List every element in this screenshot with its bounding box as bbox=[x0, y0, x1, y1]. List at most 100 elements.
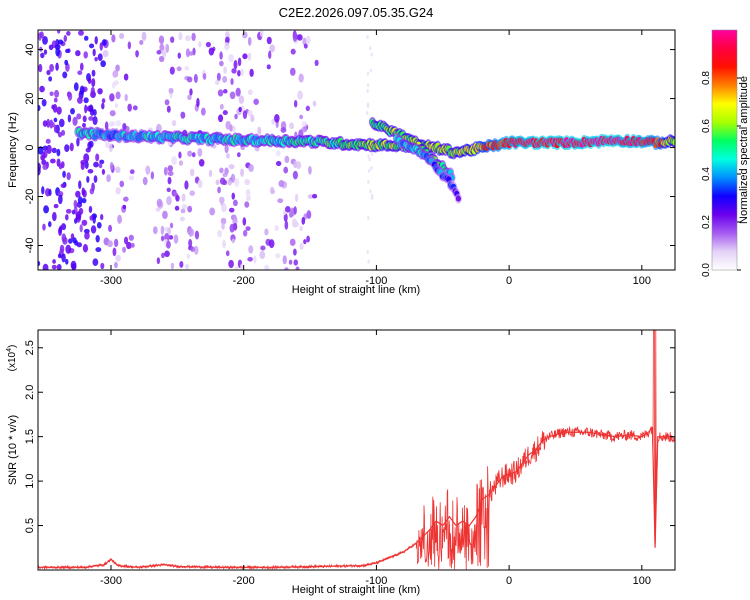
noise-cell bbox=[282, 255, 287, 265]
noise-cell bbox=[284, 220, 289, 230]
noise-cell bbox=[283, 166, 289, 174]
noise-cell bbox=[218, 114, 224, 123]
x-tick-label: -100 bbox=[365, 575, 387, 587]
noise-cell bbox=[81, 187, 85, 196]
noise-cell bbox=[41, 151, 46, 161]
spectrogram-heatmap bbox=[38, 30, 675, 270]
noise-cell bbox=[79, 85, 85, 95]
noise-cell bbox=[172, 190, 177, 197]
noise-cell bbox=[38, 63, 43, 73]
noise-cell bbox=[39, 85, 45, 93]
noise-cell bbox=[70, 233, 75, 240]
noise-cell bbox=[75, 211, 82, 221]
noise-cell bbox=[56, 148, 61, 157]
noise-cell bbox=[178, 160, 183, 166]
noise-cell bbox=[234, 266, 239, 270]
noise-cell bbox=[308, 165, 312, 175]
noise-cell bbox=[160, 235, 165, 242]
noise-cell bbox=[236, 152, 241, 158]
noise-cell bbox=[167, 227, 171, 235]
noise-cell bbox=[46, 118, 50, 128]
noise-cell bbox=[50, 158, 56, 164]
noise-cell bbox=[231, 68, 237, 74]
noise-cell bbox=[240, 68, 244, 76]
noise-cell bbox=[129, 169, 135, 175]
noise-cell bbox=[268, 239, 275, 249]
noise-cell bbox=[40, 52, 45, 59]
noise-cell bbox=[215, 179, 220, 186]
noise-cell bbox=[101, 98, 106, 104]
noise-cell bbox=[38, 146, 44, 155]
noise-cell bbox=[57, 131, 63, 138]
noise-cell bbox=[48, 188, 52, 197]
noise-cell bbox=[76, 137, 80, 147]
noise-cell bbox=[245, 226, 251, 231]
noise-cell bbox=[176, 66, 182, 72]
noise-cell bbox=[219, 177, 226, 185]
noise-cell bbox=[226, 153, 230, 159]
noise-cell bbox=[161, 252, 165, 259]
noise-cell bbox=[83, 51, 88, 59]
colorbar-label: Normalized spectral amplitude bbox=[738, 76, 750, 224]
noise-cell bbox=[167, 170, 174, 177]
noise-cell bbox=[41, 186, 45, 195]
noise-cell bbox=[113, 80, 119, 86]
noise-cell bbox=[224, 144, 229, 154]
noise-cell bbox=[171, 155, 177, 165]
noise-cell bbox=[83, 153, 90, 163]
noise-cell bbox=[217, 186, 221, 194]
noise-cell bbox=[293, 206, 297, 215]
noise-cell bbox=[95, 234, 100, 243]
noise-cell bbox=[290, 48, 296, 55]
noise-cell bbox=[65, 48, 70, 54]
noise-cell bbox=[257, 126, 262, 135]
noise-cell bbox=[56, 263, 62, 270]
noise-cell bbox=[169, 66, 175, 75]
noise-cell bbox=[91, 78, 96, 88]
noise-cell bbox=[222, 110, 228, 116]
noise-cell bbox=[38, 166, 41, 176]
y-tick-label: 1.0 bbox=[24, 473, 36, 488]
noise-cell bbox=[100, 60, 106, 68]
noise-cell bbox=[55, 47, 60, 57]
noise-cell bbox=[109, 110, 116, 117]
noise-cell bbox=[42, 164, 49, 170]
noise-cell bbox=[95, 153, 100, 162]
noise-cell bbox=[73, 82, 79, 92]
noise-cell bbox=[189, 88, 193, 96]
y-tick-label: 0.5 bbox=[24, 518, 36, 533]
noise-cell bbox=[51, 147, 57, 154]
x-tick-label: 0 bbox=[506, 275, 512, 287]
noise-cell bbox=[242, 217, 247, 226]
noise-cell bbox=[97, 53, 103, 61]
snr-scale-label: (x104) bbox=[6, 345, 18, 372]
noise-cell bbox=[215, 80, 220, 86]
noise-cell bbox=[65, 208, 72, 214]
noise-cell bbox=[218, 196, 225, 204]
noise-cell bbox=[292, 170, 298, 180]
noise-cell bbox=[274, 114, 280, 123]
figure-title: C2E2.2026.097.05.35.G24 bbox=[279, 5, 434, 20]
noise-cell bbox=[368, 157, 371, 162]
noise-cell bbox=[53, 117, 58, 123]
noise-cell bbox=[302, 37, 307, 46]
noise-cell bbox=[84, 160, 89, 169]
noise-cell bbox=[38, 261, 41, 267]
noise-cell bbox=[368, 168, 371, 173]
noise-cell bbox=[298, 73, 304, 83]
noise-cell bbox=[283, 213, 288, 223]
noise-cell bbox=[112, 70, 119, 78]
noise-cell bbox=[41, 159, 47, 166]
spectrogram-frame bbox=[37, 29, 676, 271]
noise-cell bbox=[178, 151, 182, 159]
noise-cell bbox=[222, 239, 227, 249]
noise-cell bbox=[114, 103, 119, 108]
noise-cell bbox=[370, 166, 373, 171]
noise-cell bbox=[228, 259, 234, 269]
noise-cell bbox=[54, 89, 60, 98]
noise-cell bbox=[70, 108, 75, 115]
noise-cell bbox=[90, 86, 95, 96]
noise-cell bbox=[128, 234, 134, 241]
noise-cell bbox=[177, 52, 181, 59]
